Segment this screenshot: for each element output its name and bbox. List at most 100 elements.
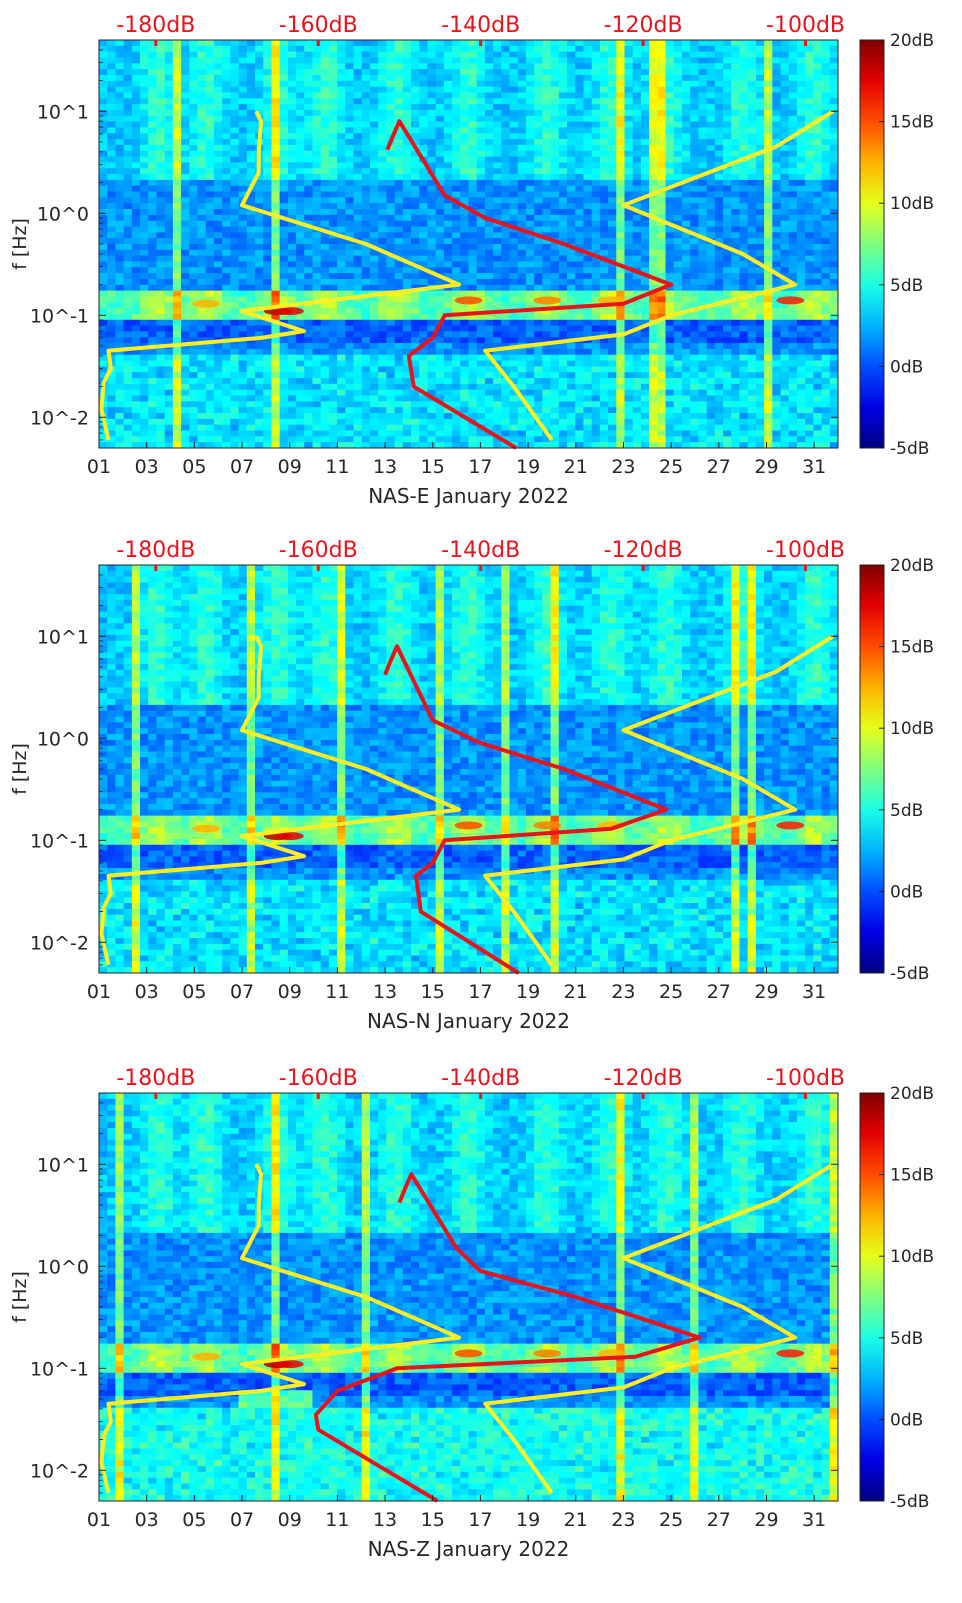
y-tick-label: 10^-1	[30, 1358, 89, 1380]
x-tick-label: 23	[611, 456, 635, 478]
x-tick-label: 11	[325, 981, 349, 1003]
top-axis-tick-label: -180dB	[116, 538, 195, 563]
x-tick-label: 27	[707, 981, 731, 1003]
top-axis-tick-label: -140dB	[441, 13, 520, 38]
x-tick-label: 13	[373, 456, 397, 478]
x-tick-label: 25	[659, 981, 683, 1003]
x-tick-label: 13	[373, 1509, 397, 1531]
y-tick-label: 10^-2	[30, 932, 89, 954]
y-tick-label: 10^1	[37, 101, 89, 123]
y-axis-label: f [Hz]	[9, 218, 31, 270]
colorbar-tick-label: 5dB	[890, 276, 923, 296]
spectrogram-image	[99, 565, 838, 973]
x-tick-label: 01	[87, 456, 111, 478]
x-tick-label: 23	[611, 1509, 635, 1531]
x-tick-label: 07	[230, 981, 254, 1003]
x-axis-label: NAS-N January 2022	[367, 1009, 570, 1033]
y-tick-label: 10^-2	[30, 407, 89, 429]
top-axis-tick-label: -180dB	[116, 1066, 195, 1091]
x-tick-label: 01	[87, 1509, 111, 1531]
colorbar-tick-label: 0dB	[890, 1410, 923, 1430]
colorbar-tick-label: -5dB	[890, 1492, 929, 1512]
x-tick-label: 09	[278, 981, 302, 1003]
x-tick-label: 15	[421, 456, 445, 478]
top-axis-tick-label: -100dB	[766, 538, 845, 563]
x-tick-label: 23	[611, 981, 635, 1003]
x-tick-label: 09	[278, 1509, 302, 1531]
top-axis-tick-label: -120dB	[604, 1066, 683, 1091]
top-axis-tick-label: -160dB	[279, 13, 358, 38]
colorbar-tick-label: 0dB	[890, 357, 923, 377]
x-tick-label: 15	[421, 981, 445, 1003]
y-tick-label: 10^-1	[30, 830, 89, 852]
colorbar-tick-label: -5dB	[890, 439, 929, 459]
x-tick-label: 21	[564, 1509, 588, 1531]
colorbar-tick-label: 20dB	[890, 1084, 934, 1104]
x-axis-label: NAS-E January 2022	[368, 484, 569, 508]
x-tick-label: 17	[468, 1509, 492, 1531]
top-axis-tick-label: -120dB	[604, 538, 683, 563]
top-axis-tick-label: -100dB	[766, 13, 845, 38]
x-axis-label: NAS-Z January 2022	[368, 1537, 570, 1561]
colorbar	[860, 1093, 884, 1501]
spectrogram-panel-2: 01 03 05 07 09 11 13 15 17 19 21 23 25 27 29 31 NAS-N Ja…	[9, 538, 934, 1033]
x-tick-label: 19	[516, 1509, 540, 1531]
y-tick-label: 10^0	[37, 728, 89, 750]
top-axis-tick-label: -100dB	[766, 1066, 845, 1091]
spectrogram-image	[99, 1093, 838, 1501]
x-tick-label: 03	[135, 456, 159, 478]
colorbar-tick-label: 15dB	[890, 113, 934, 133]
colorbar-tick-label: 15dB	[890, 1166, 934, 1186]
colorbar-tick-label: 5dB	[890, 1329, 923, 1349]
x-tick-label: 29	[754, 456, 778, 478]
x-tick-label: 03	[135, 1509, 159, 1531]
x-tick-label: 27	[707, 1509, 731, 1531]
x-tick-label: 07	[230, 1509, 254, 1531]
x-tick-label: 31	[802, 1509, 826, 1531]
x-tick-label: 11	[325, 1509, 349, 1531]
x-tick-label: 05	[182, 456, 206, 478]
x-tick-label: 31	[802, 981, 826, 1003]
colorbar	[860, 565, 884, 973]
x-tick-label: 01	[87, 981, 111, 1003]
x-tick-label: 05	[182, 1509, 206, 1531]
y-axis-label: f [Hz]	[9, 743, 31, 795]
x-tick-label: 21	[564, 456, 588, 478]
x-tick-label: 25	[659, 1509, 683, 1531]
x-tick-label: 29	[754, 981, 778, 1003]
y-tick-label: 10^0	[37, 1256, 89, 1278]
top-axis-tick-label: -160dB	[279, 1066, 358, 1091]
x-tick-label: 09	[278, 456, 302, 478]
x-tick-label: 07	[230, 456, 254, 478]
colorbar-tick-label: 0dB	[890, 882, 923, 902]
x-tick-label: 31	[802, 456, 826, 478]
x-tick-label: 17	[468, 456, 492, 478]
spectrogram-panel-3: 01 03 05 07 09 11 13 15 17 19 21 23 25 27 29 31 NAS-Z Ja…	[9, 1066, 934, 1561]
y-axis-label: f [Hz]	[9, 1271, 31, 1323]
top-axis-tick-label: -120dB	[604, 13, 683, 38]
x-tick-label: 19	[516, 456, 540, 478]
x-tick-label: 03	[135, 981, 159, 1003]
top-axis-tick-label: -140dB	[441, 1066, 520, 1091]
colorbar-tick-label: 20dB	[890, 556, 934, 576]
y-tick-label: 10^1	[37, 626, 89, 648]
x-tick-label: 27	[707, 456, 731, 478]
colorbar	[860, 40, 884, 448]
x-tick-label: 05	[182, 981, 206, 1003]
x-tick-label: 19	[516, 981, 540, 1003]
y-tick-label: 10^-2	[30, 1460, 89, 1482]
x-tick-label: 13	[373, 981, 397, 1003]
colorbar-tick-label: 10dB	[890, 1247, 934, 1267]
x-tick-label: 29	[754, 1509, 778, 1531]
colorbar-tick-label: 10dB	[890, 719, 934, 739]
x-tick-label: 11	[325, 456, 349, 478]
x-tick-label: 15	[421, 1509, 445, 1531]
colorbar-tick-label: 15dB	[890, 638, 934, 658]
colorbar-tick-label: 5dB	[890, 801, 923, 821]
x-tick-label: 21	[564, 981, 588, 1003]
y-tick-label: 10^0	[37, 203, 89, 225]
x-tick-label: 17	[468, 981, 492, 1003]
